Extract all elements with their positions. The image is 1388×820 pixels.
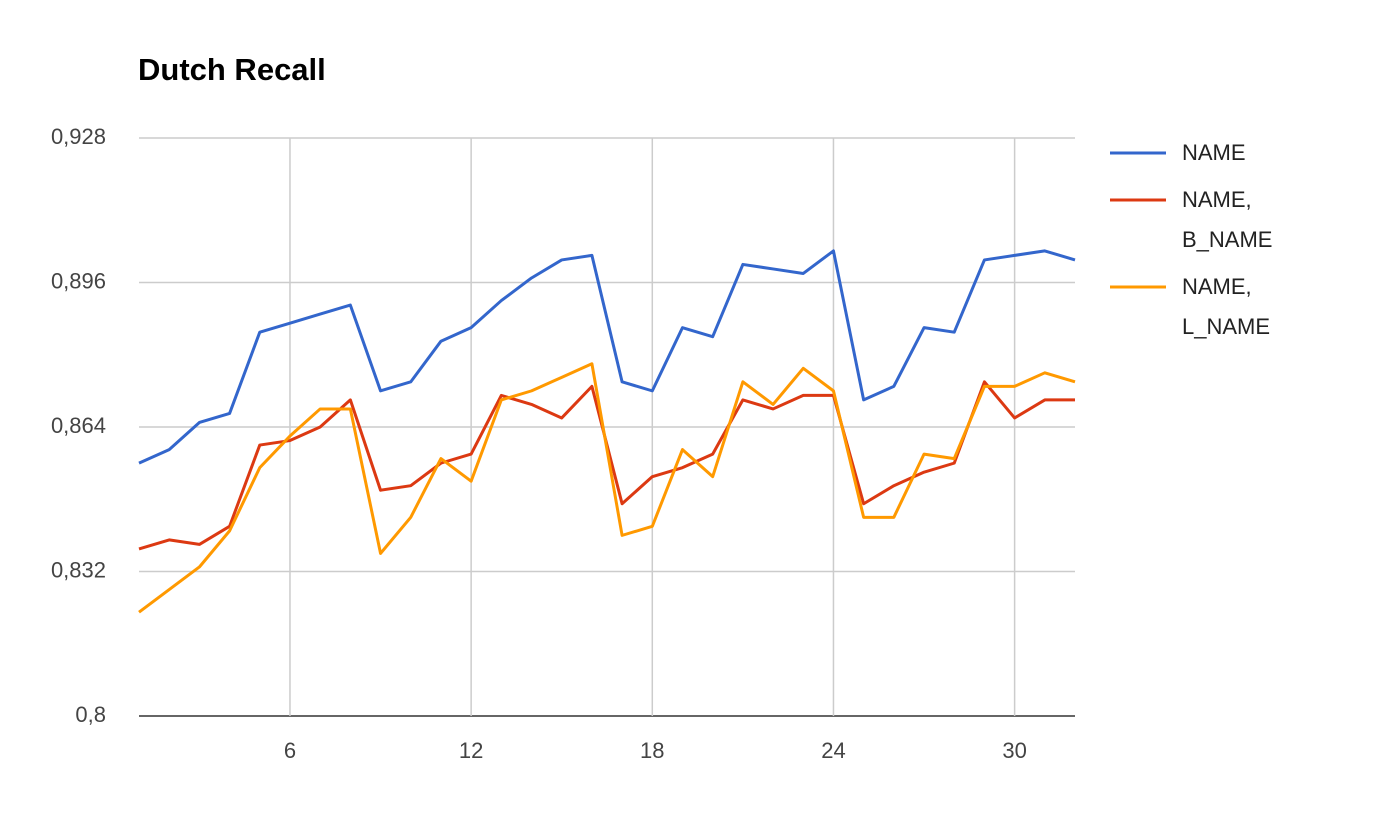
y-tick-label: 0,864 [51, 413, 106, 438]
y-tick-label: 0,896 [51, 268, 106, 293]
y-tick-label: 0,928 [51, 124, 106, 149]
x-tick-label: 12 [459, 738, 483, 763]
legend-label: NAME, B_NAME [1182, 187, 1273, 252]
series-line [138, 380, 1075, 551]
y-tick-label: 0,832 [51, 557, 106, 582]
chart-title: Dutch Recall [138, 52, 326, 87]
legend-label: NAME [1182, 140, 1246, 165]
x-tick-label: 30 [1002, 738, 1026, 763]
y-tick-label: 0,8 [75, 702, 106, 727]
series-line [138, 249, 1076, 465]
series-line [138, 362, 1076, 614]
x-tick-label: 6 [284, 738, 296, 763]
legend-label: NAME, L_NAME [1182, 274, 1271, 339]
x-tick-label: 18 [640, 738, 664, 763]
x-tick-label: 24 [821, 738, 845, 763]
